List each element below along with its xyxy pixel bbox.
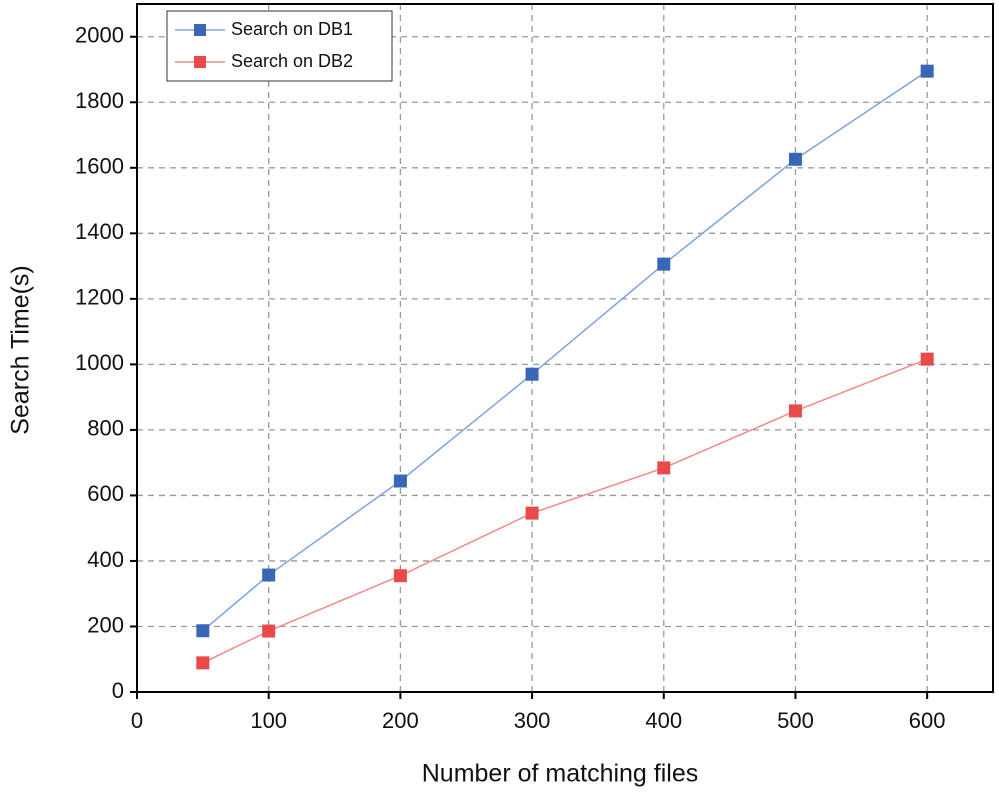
y-tick-label: 400 (87, 547, 124, 572)
marker (657, 257, 671, 271)
y-tick-label: 1800 (75, 88, 124, 113)
x-tick-label: 0 (131, 708, 143, 733)
marker (788, 404, 802, 418)
marker (525, 506, 539, 520)
marker (920, 64, 934, 78)
series-line (202, 70, 928, 632)
x-tick-label: 300 (514, 708, 551, 733)
series-line (202, 358, 928, 664)
y-tick-label: 1200 (75, 285, 124, 310)
marker (393, 569, 407, 583)
x-tick-label: 400 (645, 708, 682, 733)
legend-label: Search on DB2 (231, 51, 353, 71)
y-tick-label: 1400 (75, 219, 124, 244)
marker (262, 568, 276, 582)
x-tick-label: 200 (382, 708, 419, 733)
plot-frame (136, 3, 994, 693)
marker (657, 461, 671, 475)
y-tick-label: 1600 (75, 154, 124, 179)
x-tick-label: 600 (909, 708, 946, 733)
y-tick-label: 0 (112, 678, 124, 703)
marker (525, 367, 539, 381)
x-tick-label: 100 (250, 708, 287, 733)
marker (196, 624, 210, 638)
marker (393, 474, 407, 488)
y-tick-label: 2000 (75, 23, 124, 48)
legend-marker (194, 56, 206, 68)
legend-marker (194, 24, 206, 36)
y-axis-label: Search Time(s) (7, 265, 35, 434)
y-tick-label: 600 (87, 481, 124, 506)
marker (788, 152, 802, 166)
legend-label: Search on DB1 (231, 19, 353, 39)
y-tick-label: 200 (87, 612, 124, 637)
x-axis-label: Number of matching files (422, 760, 699, 788)
y-tick-label: 800 (87, 416, 124, 441)
marker (920, 352, 934, 366)
legend-box (166, 10, 393, 82)
y-tick-label: 1000 (75, 350, 124, 375)
marker (196, 656, 210, 670)
marker (262, 624, 276, 638)
x-tick-label: 500 (777, 708, 814, 733)
